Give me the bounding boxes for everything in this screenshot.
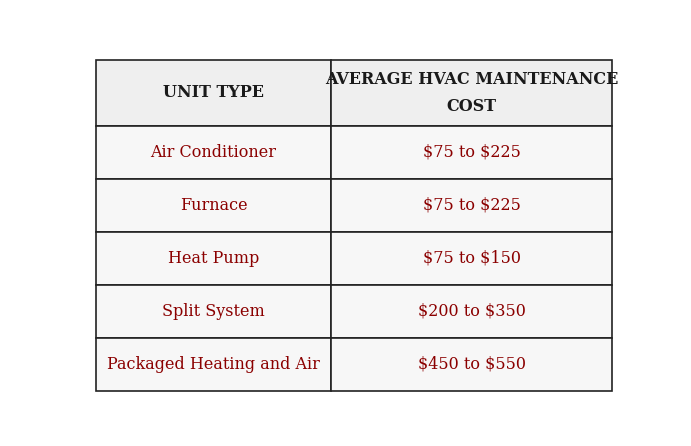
Text: $75 to $225: $75 to $225 bbox=[423, 144, 520, 161]
Text: AVERAGE HVAC MAINTENANCE
COST: AVERAGE HVAC MAINTENANCE COST bbox=[325, 70, 618, 115]
Bar bbox=[96, 285, 331, 338]
Bar bbox=[96, 179, 331, 232]
Text: Furnace: Furnace bbox=[180, 197, 247, 214]
Text: Packaged Heating and Air: Packaged Heating and Air bbox=[107, 356, 320, 373]
Bar bbox=[96, 232, 331, 285]
Bar bbox=[331, 232, 612, 285]
Bar bbox=[96, 126, 331, 179]
Text: $75 to $150: $75 to $150 bbox=[423, 250, 520, 267]
Text: Heat Pump: Heat Pump bbox=[168, 250, 259, 267]
Bar bbox=[96, 338, 331, 391]
Text: $450 to $550: $450 to $550 bbox=[417, 356, 526, 373]
Bar bbox=[331, 60, 612, 126]
Text: $200 to $350: $200 to $350 bbox=[417, 303, 526, 320]
Bar bbox=[331, 285, 612, 338]
Bar bbox=[331, 126, 612, 179]
Text: UNIT TYPE: UNIT TYPE bbox=[163, 84, 264, 101]
Bar bbox=[96, 60, 331, 126]
Text: Split System: Split System bbox=[162, 303, 265, 320]
Bar bbox=[331, 338, 612, 391]
Bar bbox=[331, 179, 612, 232]
Text: $75 to $225: $75 to $225 bbox=[423, 197, 520, 214]
Text: Air Conditioner: Air Conditioner bbox=[151, 144, 276, 161]
